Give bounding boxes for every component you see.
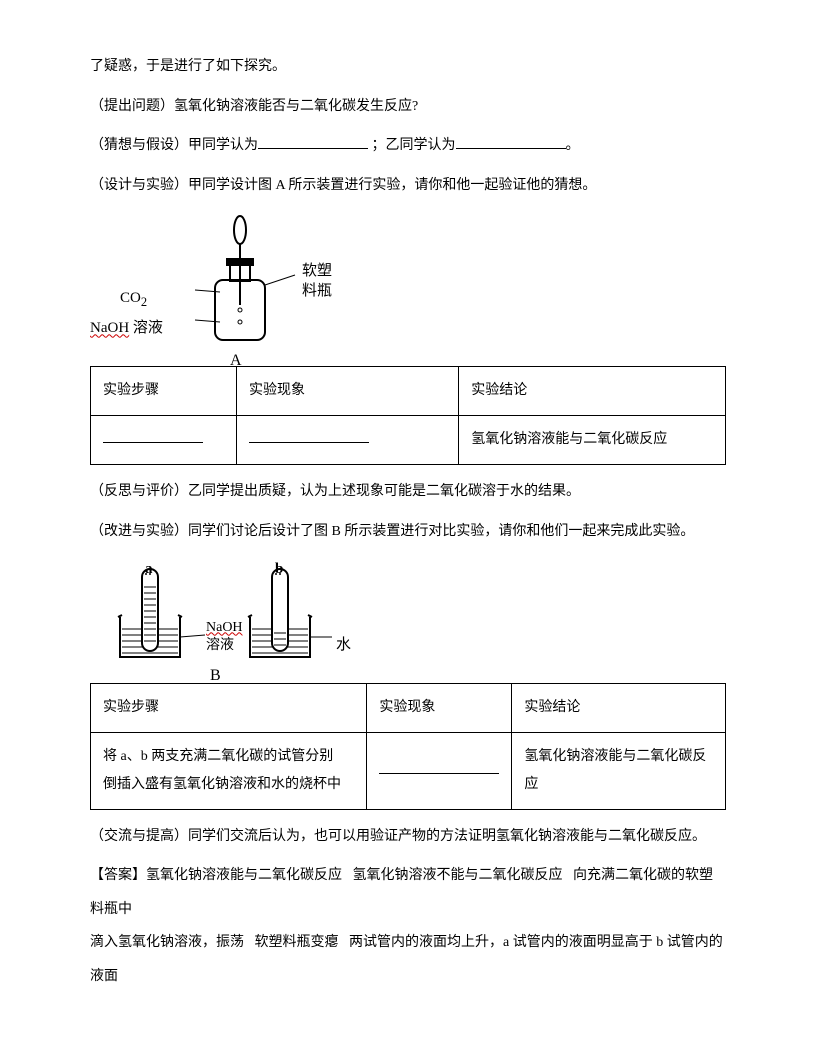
table-b-data-row: 将 a、b 两支充满二氧化碳的试管分别 倒插入盛有氢氧化钠溶液和水的烧杯中 氢氧… (91, 732, 726, 809)
hyp-prefix: （猜想与假设）甲同学认为 (90, 138, 258, 153)
ta-blank-2 (249, 429, 369, 443)
naoh-text: NaOH (90, 320, 129, 336)
ta-cell-phenom (237, 416, 459, 465)
hyp-end: 。 (566, 138, 580, 153)
para-design: （设计与实验）甲同学设计图 A 所示装置进行实验，请你和他一起验证他的猜想。 (90, 169, 726, 203)
ta-cell-step (91, 416, 237, 465)
label-b: b (275, 551, 283, 587)
naoh-b-text: NaOH (206, 620, 243, 635)
answer-2: 氢氧化钠溶液不能与二氧化碳反应 (353, 868, 563, 883)
label-bottle: 料瓶 (302, 283, 332, 299)
answer-5: 软塑料瓶变瘪 (255, 935, 339, 950)
answer-label: 【答案】 (90, 868, 146, 883)
table-a-header-row: 实验步骤 实验现象 实验结论 (91, 367, 726, 416)
table-a-data-row: 氢氧化钠溶液能与二氧化碳反应 (91, 416, 726, 465)
answer-1: 氢氧化钠溶液能与二氧化碳反应 (146, 868, 342, 883)
tb-cell-step: 将 a、b 两支充满二氧化碳的试管分别 倒插入盛有氢氧化钠溶液和水的烧杯中 (91, 732, 367, 809)
label-water: 水 (336, 627, 351, 663)
label-naoh-b: NaOH 溶液 (206, 619, 243, 655)
diagram-a: 软塑 料瓶 CO2 NaOH 溶液 A (110, 210, 726, 360)
label-naoh-solution: NaOH 溶液 (90, 310, 163, 346)
para-hypothesis: （猜想与假设）甲同学认为 ；乙同学认为 。 (90, 129, 726, 163)
ta-cell-conclusion: 氢氧化钠溶液能与二氧化碳反应 (459, 416, 726, 465)
tb-h3: 实验结论 (512, 683, 726, 732)
para-improve: （改进与实验）同学们讨论后设计了图 B 所示装置进行对比实验，请你和他们一起来完… (90, 515, 726, 549)
para-reflect: （反思与评价）乙同学提出质疑，认为上述现象可能是二氧化碳溶于水的结果。 (90, 475, 726, 509)
co2-text: CO (120, 290, 141, 306)
table-a: 实验步骤 实验现象 实验结论 氢氧化钠溶液能与二氧化碳反应 (90, 366, 726, 465)
label-plastic-bottle: 软塑 料瓶 (302, 262, 332, 301)
ta-h2: 实验现象 (237, 367, 459, 416)
answer-4: 滴入氢氧化钠溶液，振荡 (90, 935, 244, 950)
tb-blank (379, 760, 499, 774)
para-question: （提出问题）氢氧化钠溶液能否与二氧化碳发生反应? (90, 90, 726, 124)
tb-cell-conclusion: 氢氧化钠溶液能与二氧化碳反应 (512, 732, 726, 809)
diagram-b-caption: B (210, 657, 221, 695)
table-b-header-row: 实验步骤 实验现象 实验结论 (91, 683, 726, 732)
answer-block: 【答案】氢氧化钠溶液能与二氧化碳反应 氢氧化钠溶液不能与二氧化碳反应 向充满二氧… (90, 859, 726, 993)
tb-h2: 实验现象 (367, 683, 512, 732)
hyp-mid: ；乙同学认为 (372, 138, 456, 153)
tb-step-l2: 倒插入盛有氢氧化钠溶液和水的烧杯中 (103, 771, 354, 799)
label-soft: 软塑 (302, 263, 332, 279)
blank-1 (258, 134, 368, 149)
table-b: 实验步骤 实验现象 实验结论 将 a、b 两支充满二氧化碳的试管分别 倒插入盛有… (90, 683, 726, 810)
ta-blank-1 (103, 429, 203, 443)
diagram-b: a b NaOH 溶液 水 B (110, 557, 726, 677)
para-intro: 了疑惑，于是进行了如下探究。 (90, 50, 726, 84)
co2-sub: 2 (141, 295, 147, 309)
naoh-suffix: 溶液 (129, 320, 163, 336)
ta-h1: 实验步骤 (91, 367, 237, 416)
blank-2 (456, 134, 566, 149)
tb-step-l1: 将 a、b 两支充满二氧化碳的试管分别 (103, 743, 354, 771)
diagram-a-caption: A (230, 342, 242, 380)
tb-h1: 实验步骤 (91, 683, 367, 732)
label-a: a (145, 551, 153, 587)
tb-cell-phenom (367, 732, 512, 809)
ta-h3: 实验结论 (459, 367, 726, 416)
para-exchange: （交流与提高）同学们交流后认为，也可以用验证产物的方法证明氢氧化钠溶液能与二氧化… (90, 820, 726, 854)
sol-b-text: 溶液 (206, 638, 234, 653)
